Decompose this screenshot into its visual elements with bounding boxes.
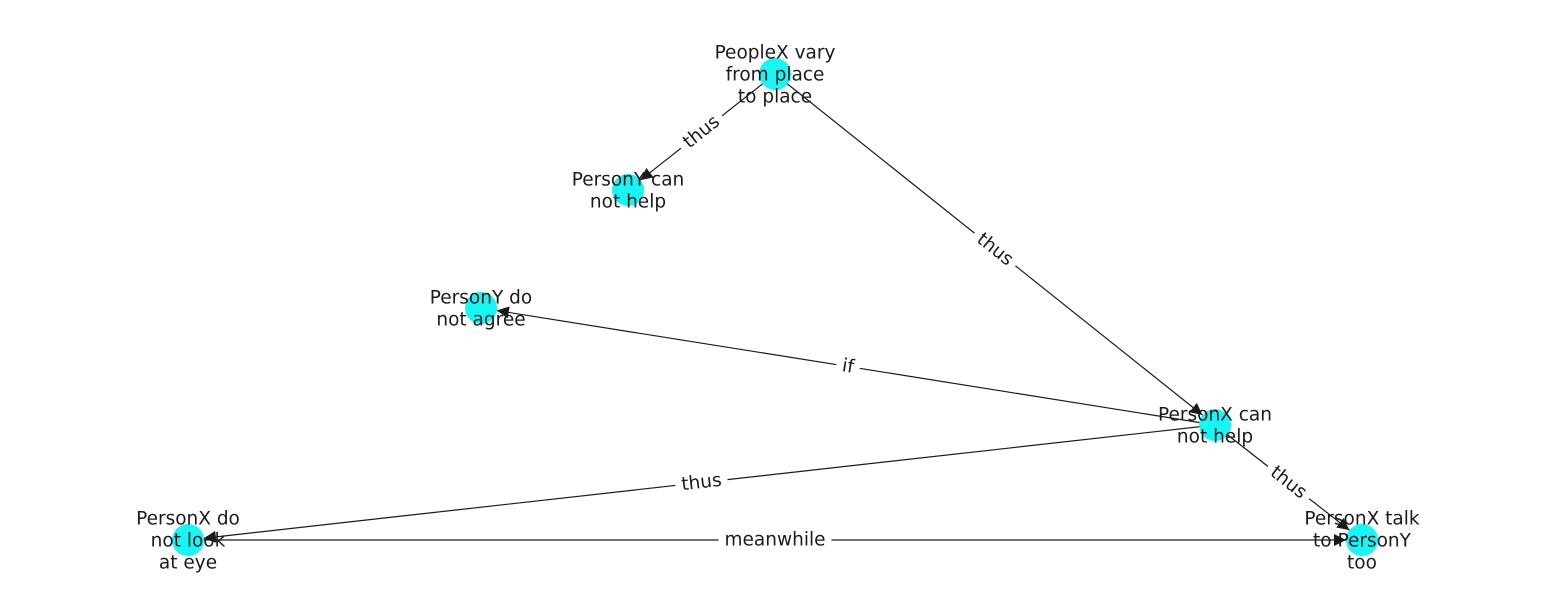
- node-label-line: to place: [738, 86, 812, 107]
- edge-label-background: [673, 106, 730, 158]
- edge-label-group: thus: [673, 106, 730, 158]
- node-label-line: PeopleX vary: [715, 42, 836, 63]
- edge-label-background: [718, 528, 832, 552]
- node-personx_talk: [1346, 524, 1378, 556]
- node-label-line: PersonX can: [1158, 404, 1272, 425]
- node-label-persony_cannot_help: PersonY can not help: [572, 169, 685, 212]
- node-label-personx_not_look: PersonX do not look at eye: [136, 508, 240, 573]
- node-label-peoplex_vary: PeopleX vary from place to place: [715, 42, 836, 107]
- node-persony_cannot_help: [612, 174, 644, 206]
- edge-label-background: [967, 223, 1023, 276]
- node-labels-layer: PeopleX vary from place to place PersonY ca…: [136, 42, 1420, 573]
- node-persony_not_agree: [465, 292, 497, 324]
- edge-label-background: [1260, 456, 1317, 509]
- nodes-layer: [172, 58, 1378, 556]
- edge-labels-layer: thus thus if thus thus meanwhile: [673, 106, 1317, 552]
- node-personx_not_look: [172, 524, 204, 556]
- edges-layer: [188, 73, 1350, 546]
- node-personx_cannot_help: [1199, 409, 1231, 441]
- node-label-line: PersonY can: [572, 169, 685, 190]
- edge-label: thus: [680, 470, 722, 495]
- node-label-line: not help: [590, 191, 666, 212]
- node-label-personx_cannot_help: PersonX can not help: [1158, 404, 1272, 447]
- edge-label-group: thus: [1260, 456, 1317, 509]
- node-label-line: to PersonY: [1313, 530, 1412, 551]
- edge-label-background: [674, 467, 729, 498]
- node-label-line: PersonX do: [136, 508, 240, 529]
- edge-label-group: thus: [674, 467, 729, 498]
- edge-label-group: meanwhile: [718, 528, 832, 552]
- node-label-line: not help: [1177, 426, 1253, 447]
- node-label-line: PersonX talk: [1304, 508, 1419, 529]
- edge-label: if: [841, 355, 856, 378]
- node-peoplex_vary: [759, 58, 791, 90]
- edge-label-group: thus: [967, 223, 1023, 276]
- edge-label-background: [834, 352, 862, 381]
- node-label-line: not look: [151, 530, 226, 551]
- edge-label: meanwhile: [725, 530, 826, 551]
- node-label-persony_not_agree: PersonY do not agree: [430, 287, 532, 330]
- node-label-line: not agree: [436, 309, 525, 330]
- node-label-personx_talk: PersonX talk to PersonY too: [1304, 508, 1419, 573]
- node-label-line: at eye: [159, 552, 217, 573]
- node-label-line: too: [1347, 552, 1377, 573]
- node-label-line: PersonY do: [430, 287, 532, 308]
- edge-label-group: if: [834, 352, 862, 381]
- node-label-line: from place: [726, 64, 825, 85]
